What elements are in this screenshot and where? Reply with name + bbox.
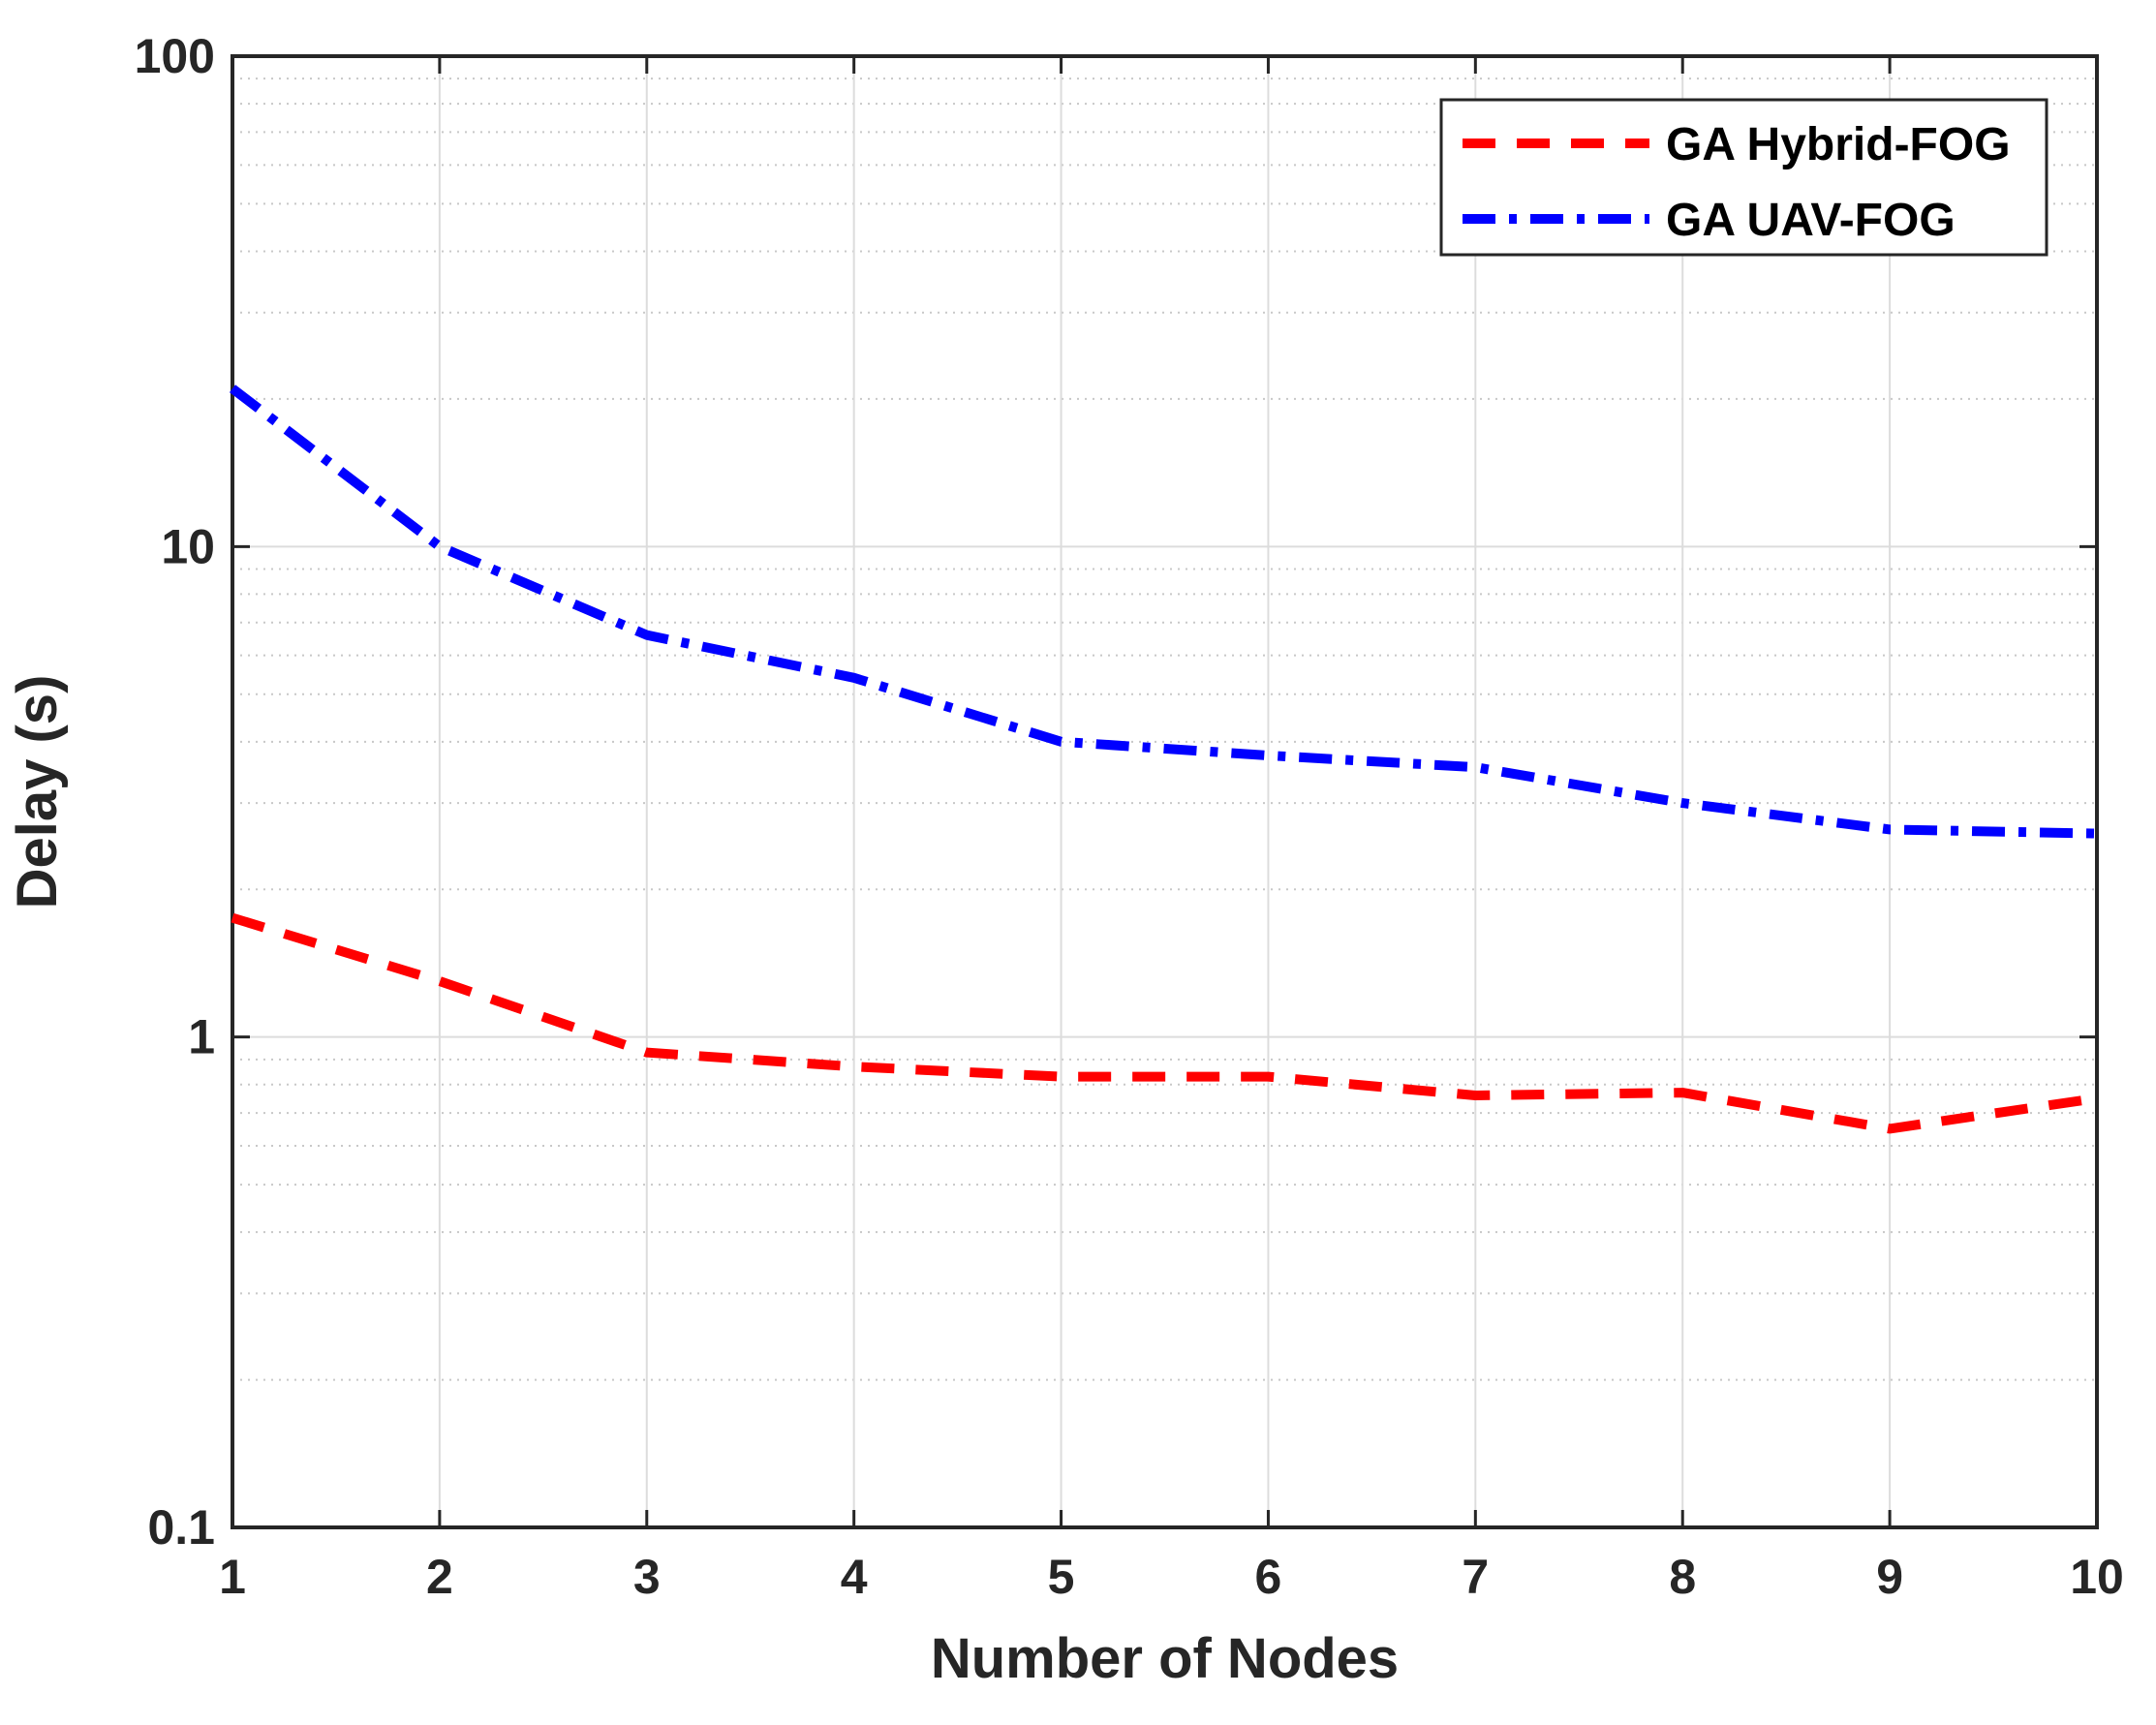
x-tick-label: 8 xyxy=(1669,1550,1696,1604)
y-tick-label: 0.1 xyxy=(147,1500,215,1555)
x-tick-label: 4 xyxy=(841,1550,868,1604)
legend-label-2: GA UAV-FOG xyxy=(1666,195,1956,246)
series-line-2 xyxy=(229,385,2098,839)
x-tick-label: 1 xyxy=(219,1550,246,1604)
x-tick-label: 5 xyxy=(1048,1550,1075,1604)
x-tick-label: 10 xyxy=(2070,1550,2124,1604)
grid xyxy=(231,55,2098,1528)
x-tick-label: 7 xyxy=(1462,1550,1489,1604)
y-tick-label: 1 xyxy=(188,1010,215,1064)
legend-box xyxy=(1439,98,2048,257)
legend-label-1: GA Hybrid-FOG xyxy=(1666,119,2011,170)
x-tick-label: 2 xyxy=(426,1550,453,1604)
x-tick-label: 3 xyxy=(633,1550,661,1604)
y-axis-title: Delay (s) xyxy=(6,675,69,909)
series xyxy=(229,385,2098,1134)
y-tick-label: 100 xyxy=(135,29,215,83)
plot-area-frame xyxy=(231,54,2099,1529)
y-tick-label: 10 xyxy=(161,519,215,573)
x-axis-title: Number of Nodes xyxy=(931,1627,1399,1690)
x-tick-label: 6 xyxy=(1255,1550,1282,1604)
x-tick-label: 9 xyxy=(1876,1550,1903,1604)
legend: GA Hybrid-FOG GA UAV-FOG xyxy=(1439,98,2048,257)
series-line-1 xyxy=(231,912,2098,1134)
